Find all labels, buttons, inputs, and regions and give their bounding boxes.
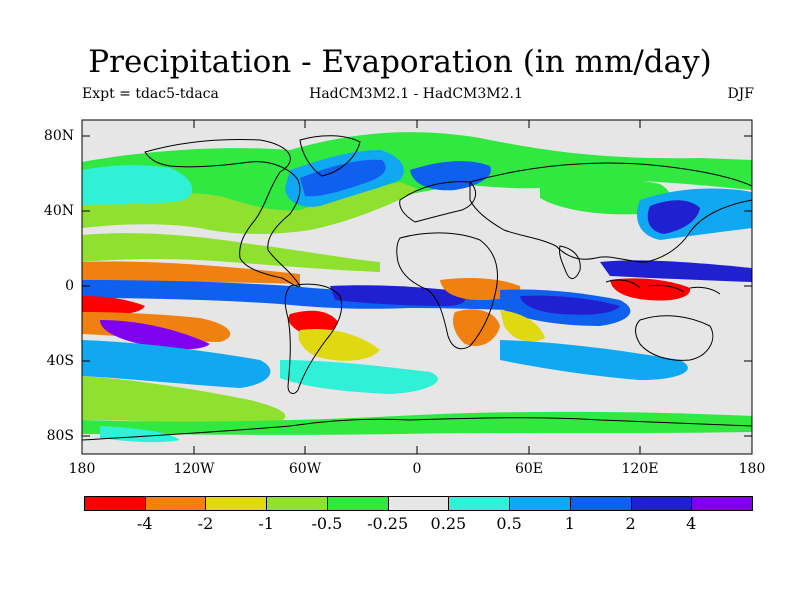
colorbar-segment [144, 496, 207, 511]
field-south-atlantic-yellow [298, 328, 380, 361]
colorbar-label: 2 [625, 514, 636, 533]
y-tick-label: 0 [65, 278, 74, 294]
coast-europe [399, 181, 477, 223]
field-maritime-continent-red [610, 278, 691, 301]
field-itcz-pacific-orange [82, 261, 300, 284]
coast-australia [635, 315, 714, 361]
colorbar-segment [84, 496, 146, 511]
field-japan-darkblue [647, 200, 700, 234]
colorbar-segment [569, 496, 632, 511]
field-south-pacific-blue [82, 340, 271, 388]
model-label: HadCM3M2.1 - HadCM3M2.1 [309, 86, 523, 102]
colorbar [84, 496, 753, 511]
colorbar-segment [509, 496, 571, 511]
coast-asia [469, 162, 752, 263]
x-tick-label: 180 [738, 461, 766, 477]
y-tick-label: 80S [46, 428, 74, 444]
field-west-pacific-darkblue [600, 260, 752, 282]
colorbar-label: -1 [258, 514, 274, 533]
colorbar-label: 1 [564, 514, 575, 533]
colorbar-label: 0.5 [496, 514, 522, 533]
field-madagascar-yellow [500, 310, 545, 342]
field-spcz-purple [100, 320, 210, 350]
field-south-indian-blue [500, 340, 688, 380]
x-tick-label: 60W [288, 461, 322, 477]
y-tick-label: 40S [46, 353, 74, 369]
field-north-atlantic-darkblue [300, 159, 386, 197]
colorbar-label: -4 [136, 514, 153, 533]
experiment-label: Expt = tdac5-tdaca [82, 86, 219, 102]
y-tick-label: 80N [43, 128, 74, 144]
coast-india [559, 245, 581, 279]
coastlines [82, 135, 752, 441]
colorbar-label: -2 [197, 514, 214, 533]
colorbar-label: 0.25 [430, 514, 467, 533]
colorbar-segment [205, 496, 268, 511]
field-indian-ocean-purple [520, 295, 620, 315]
colorbar-segment [387, 496, 450, 511]
field-pacific-south-red [82, 296, 145, 315]
colorbar-label: -0.25 [367, 514, 409, 533]
map-title: Precipitation - Evaporation (in mm/day) [88, 44, 712, 80]
coast-antarctica [82, 417, 752, 441]
x-tick-label: 120E [621, 461, 659, 477]
colorbar-segment [266, 496, 328, 511]
coast-south-america [284, 283, 343, 394]
field-subtropic-north-green [82, 233, 380, 272]
colorbar-segment [630, 496, 693, 511]
field-south-pacific-green [82, 376, 286, 426]
field-south-africa-orange [453, 309, 500, 346]
x-tick-label: 120W [173, 461, 215, 477]
coast-maritime-continent [605, 279, 721, 295]
coast-africa [396, 232, 498, 350]
colorbar-label: 4 [686, 514, 697, 533]
x-tick-label: 180 [68, 461, 96, 477]
field-siberia-green [540, 176, 671, 215]
colorbar-segment [691, 496, 753, 511]
x-tick-label: 0 [412, 461, 422, 477]
field-atlantic-itcz-purple [330, 285, 465, 306]
field-south-amazon-red [288, 310, 338, 335]
colorbar-label: -0.5 [311, 514, 343, 533]
field-pacific-northwest-blue [82, 165, 193, 205]
coast-north-america [144, 139, 301, 287]
field-south-atlantic-cyan [280, 360, 438, 394]
x-tick-label: 60E [514, 461, 544, 477]
colorbar-segment [448, 496, 511, 511]
colorbar-segment [326, 496, 389, 511]
season-label: DJF [727, 86, 754, 102]
y-tick-label: 40N [43, 203, 74, 219]
axis-ticks [82, 120, 752, 454]
coast-greenland [299, 135, 361, 177]
